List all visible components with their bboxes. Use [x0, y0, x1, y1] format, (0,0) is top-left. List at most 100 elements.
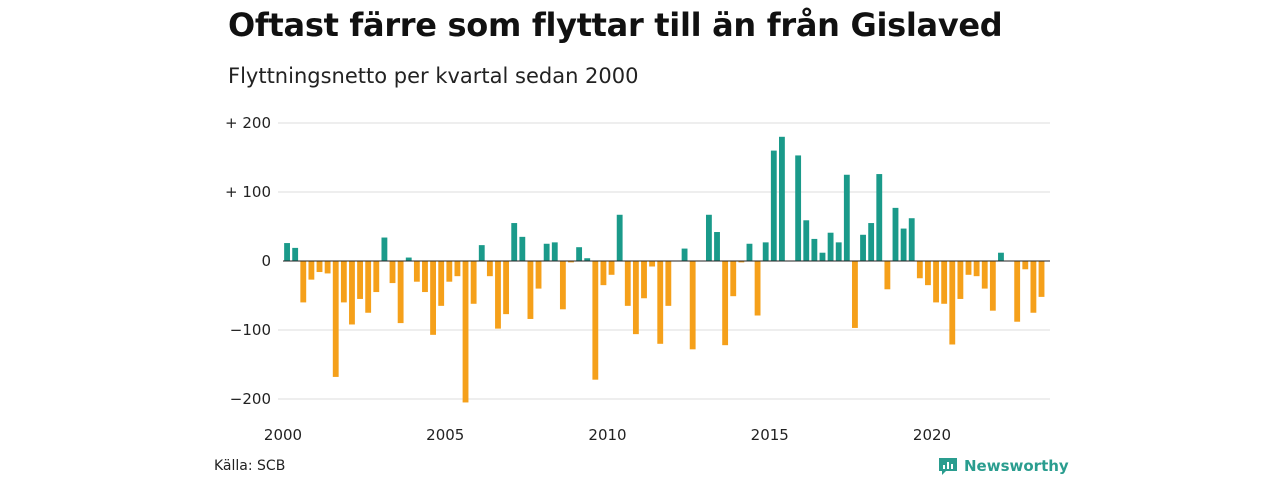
bar — [284, 243, 290, 261]
bar — [657, 261, 664, 344]
bar — [470, 261, 477, 304]
bar — [892, 207, 899, 261]
bar — [908, 218, 915, 261]
bar — [641, 261, 647, 299]
bar — [535, 261, 542, 289]
bar — [478, 245, 485, 261]
bar — [973, 261, 980, 277]
bar — [868, 223, 875, 261]
bar — [746, 243, 753, 261]
bar — [600, 261, 607, 286]
bar — [527, 261, 534, 319]
bar — [811, 238, 818, 261]
chart-subtitle: Flyttningsnetto per kvartal sedan 2000 — [228, 64, 639, 88]
bar — [689, 261, 696, 350]
bar — [860, 234, 866, 261]
bar — [511, 223, 518, 261]
bar — [422, 261, 428, 293]
bar — [827, 232, 834, 261]
bar — [681, 248, 688, 261]
x-tick-label: 2020 — [913, 426, 951, 444]
bar — [632, 261, 639, 335]
bar — [446, 261, 453, 282]
bar — [941, 261, 948, 304]
bar — [933, 261, 939, 303]
bar — [649, 261, 656, 267]
bar — [300, 261, 307, 303]
bar — [503, 261, 510, 315]
bar — [559, 261, 566, 310]
bar — [405, 257, 412, 261]
bar — [576, 247, 583, 261]
bar — [438, 261, 445, 306]
x-tick-label: 2010 — [588, 426, 626, 444]
bar — [965, 261, 972, 275]
bar — [495, 261, 501, 329]
bar — [389, 261, 396, 284]
bar — [884, 261, 891, 290]
bar — [616, 214, 623, 261]
chart-title: Oftast färre som flyttar till än från Gi… — [228, 6, 1003, 44]
bar — [373, 261, 380, 293]
bar — [819, 252, 826, 261]
bar — [779, 136, 785, 261]
y-tick-label: + 100 — [225, 183, 271, 201]
bar — [454, 261, 461, 277]
bar — [738, 261, 745, 263]
bar — [592, 261, 599, 380]
bar — [762, 242, 769, 261]
x-tick-label: 2005 — [426, 426, 464, 444]
bar — [365, 261, 372, 313]
x-tick-label: 2015 — [751, 426, 789, 444]
y-tick-label: −100 — [230, 321, 271, 339]
bar — [803, 220, 810, 261]
source-note: Källa: SCB — [214, 458, 286, 474]
bar — [357, 261, 363, 299]
bar — [568, 261, 574, 263]
bar — [430, 261, 436, 335]
bar — [835, 242, 842, 261]
y-tick-label: 0 — [261, 252, 271, 270]
bar — [900, 228, 907, 261]
bar — [1030, 261, 1037, 313]
bar — [608, 261, 615, 275]
bar — [730, 261, 737, 297]
bar — [397, 261, 404, 324]
bar — [722, 261, 729, 346]
bar — [754, 261, 761, 316]
newsworthy-logo-icon — [939, 458, 957, 475]
bar — [876, 174, 883, 261]
bar — [340, 261, 347, 303]
bar — [843, 174, 850, 261]
bar — [916, 261, 923, 279]
bar — [665, 261, 672, 306]
bar — [981, 261, 988, 289]
bar — [925, 261, 931, 286]
bar — [989, 261, 996, 311]
bar — [584, 258, 591, 261]
bar — [1038, 261, 1045, 297]
bar — [705, 214, 712, 261]
bar — [381, 237, 388, 261]
bar — [308, 261, 315, 280]
bar — [349, 261, 355, 325]
y-tick-label: −200 — [230, 390, 271, 408]
bar — [413, 261, 420, 282]
bar — [949, 261, 956, 345]
bar — [1014, 261, 1021, 322]
bar — [486, 261, 493, 277]
bar — [852, 261, 858, 328]
bar — [998, 252, 1004, 261]
bar — [1022, 261, 1029, 270]
y-tick-label: + 200 — [225, 114, 271, 132]
bar — [292, 247, 299, 261]
x-tick-label: 2000 — [264, 426, 302, 444]
bar — [316, 261, 323, 273]
bar — [795, 155, 802, 261]
bar — [324, 261, 331, 274]
bar — [519, 236, 526, 261]
brand-logo: Newsworthy — [938, 456, 1069, 476]
bar — [462, 261, 469, 403]
bar — [624, 261, 631, 306]
